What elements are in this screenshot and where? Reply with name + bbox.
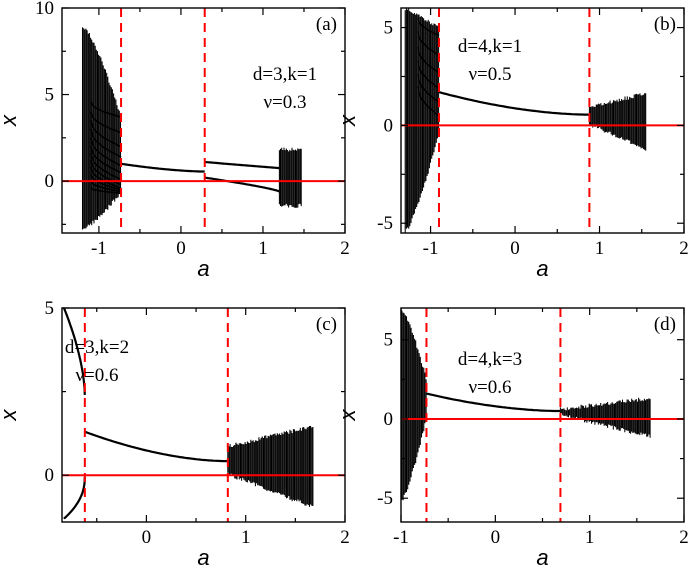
periodic-branch [89, 146, 122, 174]
parameter-annotation: ν=0.3 [263, 92, 306, 113]
fixed-point-branch [63, 476, 86, 520]
parameter-annotation: ν=0.6 [468, 377, 511, 398]
plot-frame [400, 7, 685, 234]
x-tick-label: 0 [176, 238, 186, 259]
x-tick-label: 0 [491, 527, 501, 548]
x-tick-label: 1 [585, 527, 595, 548]
y-tick-label: 5 [45, 85, 55, 106]
parameter-annotation: d=3,k=2 [65, 337, 129, 358]
fixed-point-branch [62, 308, 86, 395]
x-tick-label: 0 [510, 238, 520, 259]
parameter-annotation: d=4,k=1 [458, 36, 522, 57]
y-tick-label: -5 [377, 213, 393, 234]
data-layer [81, 27, 302, 230]
y-tick-label: 5 [384, 330, 394, 351]
periodic-branch [89, 111, 122, 134]
x-tick-label: 1 [258, 238, 268, 259]
panel-d: -1 0 1 2 -5 0 5 a x (d) d=4,k=3 ν=0.6 [335, 307, 689, 567]
x-tick-label: 0 [142, 527, 152, 548]
x-tick-label: -1 [423, 238, 439, 259]
periodic-branch [89, 120, 122, 148]
parameter-annotation: ν=0.5 [468, 64, 511, 85]
x-tick-label: 2 [340, 238, 350, 259]
data-layer [404, 8, 647, 233]
x-tick-label: 1 [241, 527, 251, 548]
y-tick-label: 0 [384, 115, 394, 136]
periodic-branch [89, 137, 122, 167]
periodic-branch [89, 101, 122, 118]
plot-frame [61, 307, 346, 523]
plot-frame [400, 307, 685, 523]
fixed-point-branch [426, 392, 561, 413]
chaotic-band [278, 147, 302, 208]
periodic-branch [417, 31, 440, 56]
y-tick-label: 5 [45, 298, 55, 319]
data-layer [401, 310, 651, 501]
x-tick-label: 2 [679, 527, 689, 548]
y-axis-label: x [0, 409, 21, 422]
parameter-annotation: d=3,k=1 [253, 64, 317, 85]
fixed-point-branch [204, 160, 280, 170]
chaotic-band [401, 310, 427, 501]
parameter-annotation: d=4,k=3 [458, 349, 522, 370]
chaotic-band [227, 426, 314, 507]
y-tick-label: 10 [35, 0, 54, 19]
periodic-branch [417, 46, 440, 74]
x-tick-label: 2 [340, 527, 350, 548]
panel-letter: (d) [654, 314, 676, 335]
x-tick-label: 1 [595, 238, 605, 259]
panel-letter: (b) [654, 14, 676, 35]
x-tick-label: 2 [679, 238, 689, 259]
x-axis-label: a [536, 256, 548, 281]
x-tick-label: -1 [393, 527, 409, 548]
periodic-branch [90, 187, 122, 194]
parameter-annotation: ν=0.6 [75, 365, 118, 386]
periodic-branch [417, 60, 440, 89]
fixed-point-branch [438, 91, 590, 116]
panel-b: -1 0 1 2 -5 0 5 a x (b) d=4,k=1 ν=0.5 [335, 7, 689, 281]
periodic-branch [417, 86, 440, 117]
y-tick-label: 5 [384, 18, 394, 39]
y-tick-label: -5 [377, 488, 393, 509]
x-axis-label: a [197, 256, 209, 281]
panel-a: -1 0 1 2 0 5 10 a x (a) d=3,k=1 ν=0.3 [0, 0, 350, 281]
data-layer [62, 308, 314, 520]
panel-c: 0 1 2 0 5 a x (c) d=3,k=2 ν=0.6 [0, 298, 350, 567]
y-axis-label: x [335, 409, 360, 422]
x-axis-label: a [536, 545, 548, 567]
fixed-point-branch [120, 162, 205, 173]
chaotic-band [588, 93, 647, 151]
chaotic-band [559, 397, 651, 438]
chaotic-band [81, 27, 122, 230]
y-tick-label: 0 [45, 171, 55, 192]
periodic-branch [89, 153, 122, 181]
periodic-branch [89, 160, 122, 186]
fixed-point-branch [204, 176, 280, 193]
periodic-branch [417, 74, 440, 103]
periodic-branch [90, 180, 122, 193]
y-tick-label: 0 [45, 465, 55, 486]
x-axis-label: a [197, 545, 209, 567]
x-tick-label: -1 [91, 238, 107, 259]
panel-letter: (a) [316, 14, 337, 35]
y-axis-label: x [335, 114, 360, 127]
y-tick-label: 0 [384, 409, 394, 430]
panel-letter: (c) [316, 314, 337, 335]
y-axis-label: x [0, 114, 21, 127]
periodic-branch [417, 17, 440, 37]
fixed-point-branch [84, 430, 228, 463]
plot-frame [61, 7, 346, 234]
periodic-branch [89, 129, 122, 158]
